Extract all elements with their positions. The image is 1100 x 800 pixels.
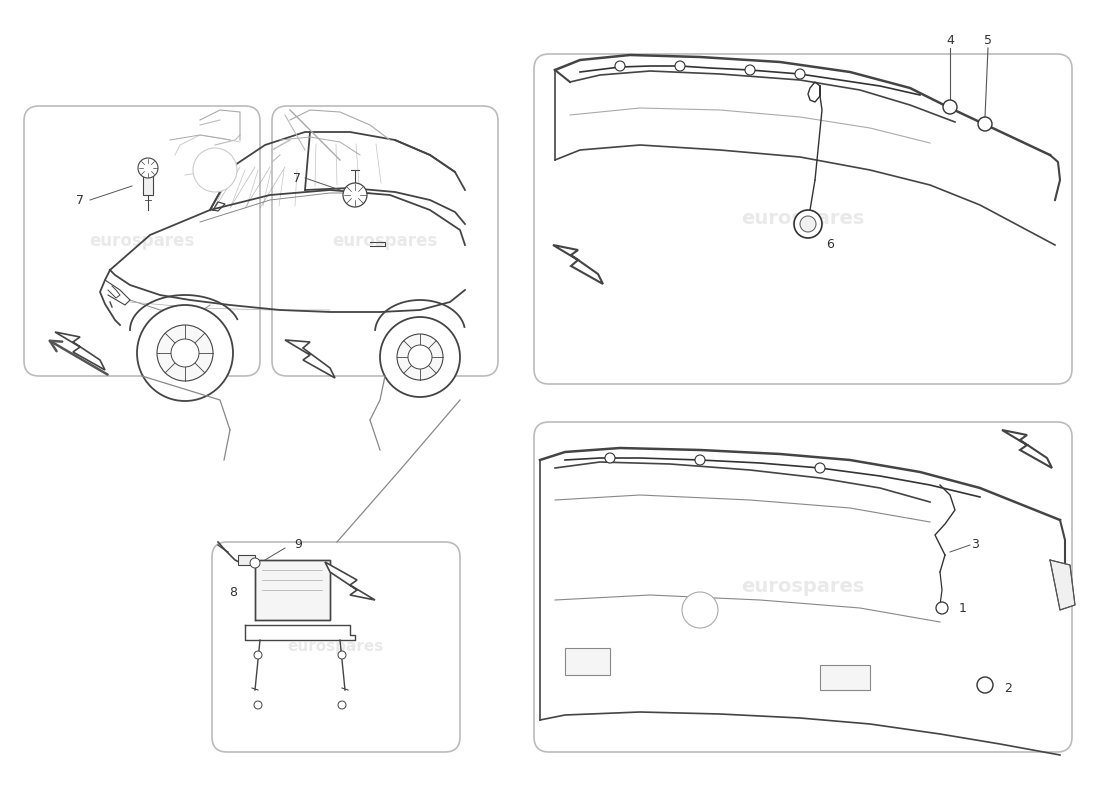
Circle shape: [800, 216, 816, 232]
Polygon shape: [553, 245, 603, 284]
Polygon shape: [1002, 430, 1052, 468]
FancyBboxPatch shape: [534, 54, 1072, 384]
Polygon shape: [55, 332, 104, 370]
Text: 8: 8: [229, 586, 236, 598]
Text: eurospares: eurospares: [332, 232, 438, 250]
Circle shape: [695, 455, 705, 465]
Circle shape: [977, 677, 993, 693]
Circle shape: [936, 602, 948, 614]
Polygon shape: [565, 648, 610, 675]
Circle shape: [397, 334, 443, 380]
Circle shape: [408, 345, 432, 369]
Circle shape: [745, 65, 755, 75]
Text: eurospares: eurospares: [89, 232, 195, 250]
Circle shape: [978, 117, 992, 131]
Text: 1: 1: [959, 602, 967, 614]
Circle shape: [338, 651, 346, 659]
Circle shape: [138, 305, 233, 401]
FancyBboxPatch shape: [24, 106, 260, 376]
FancyBboxPatch shape: [272, 106, 498, 376]
Polygon shape: [143, 170, 153, 195]
Circle shape: [343, 183, 367, 207]
Circle shape: [605, 453, 615, 463]
Circle shape: [943, 100, 957, 114]
Text: 7: 7: [76, 194, 84, 206]
Text: 3: 3: [971, 538, 979, 551]
Circle shape: [675, 61, 685, 71]
Circle shape: [192, 148, 236, 192]
Circle shape: [794, 210, 822, 238]
Circle shape: [615, 61, 625, 71]
Text: 9: 9: [294, 538, 301, 551]
Polygon shape: [1050, 560, 1075, 610]
Polygon shape: [238, 555, 255, 565]
Text: eurospares: eurospares: [288, 639, 384, 654]
Text: eurospares: eurospares: [741, 578, 865, 597]
Circle shape: [157, 325, 213, 381]
Circle shape: [250, 558, 260, 568]
FancyBboxPatch shape: [212, 542, 460, 752]
Text: 7: 7: [293, 171, 301, 185]
Circle shape: [795, 69, 805, 79]
Text: eurospares: eurospares: [741, 210, 865, 229]
Circle shape: [138, 158, 158, 178]
FancyBboxPatch shape: [534, 422, 1072, 752]
Circle shape: [379, 317, 460, 397]
Polygon shape: [255, 560, 330, 620]
Circle shape: [682, 592, 718, 628]
Circle shape: [170, 339, 199, 367]
Polygon shape: [324, 562, 375, 600]
Circle shape: [254, 701, 262, 709]
Circle shape: [815, 463, 825, 473]
Text: 5: 5: [984, 34, 992, 46]
Polygon shape: [820, 665, 870, 690]
Circle shape: [338, 701, 346, 709]
Circle shape: [254, 651, 262, 659]
Text: 2: 2: [1004, 682, 1012, 694]
Text: 4: 4: [946, 34, 954, 46]
Text: 6: 6: [826, 238, 834, 251]
Polygon shape: [285, 340, 336, 378]
